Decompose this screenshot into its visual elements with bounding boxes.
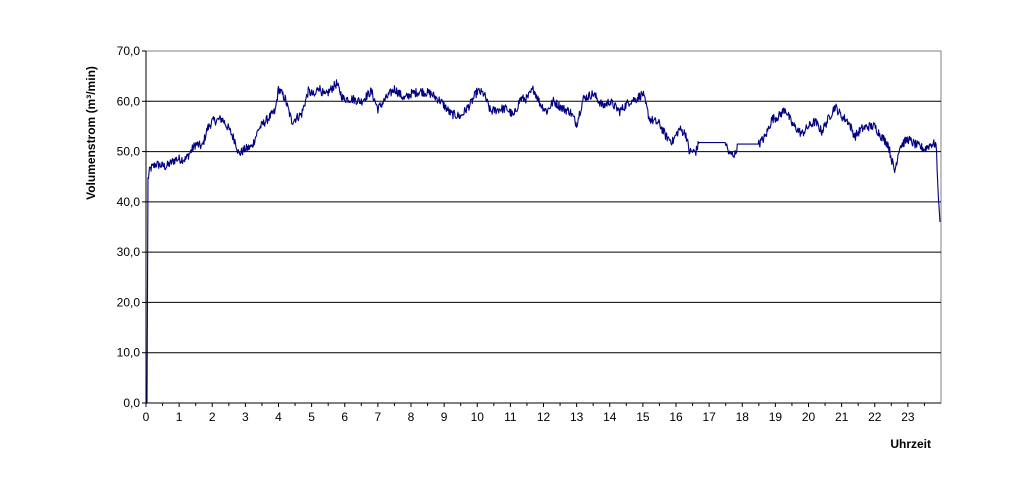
y-tick-labels: 0,0 10,0 20,0 30,0 40,0 50,0 60,0 70,0 (117, 44, 141, 410)
x-tick-label: 10 (471, 410, 485, 424)
x-tick-label: 15 (636, 410, 650, 424)
x-tick-label: 6 (341, 410, 348, 424)
x-tick-label: 12 (537, 410, 551, 424)
x-tick-label: 5 (308, 410, 315, 424)
x-tick-label: 14 (603, 410, 617, 424)
y-tick-label: 40,0 (117, 195, 141, 209)
x-tick-label: 18 (736, 410, 750, 424)
series-group (145, 79, 941, 404)
y-axis-title: Volumenstrom (m³/min) (84, 66, 98, 200)
x-tick-label: 23 (901, 410, 915, 424)
x-tick-label: 20 (802, 410, 816, 424)
y-tick-label: 30,0 (117, 245, 141, 259)
y-tick-label: 60,0 (117, 94, 141, 108)
x-tick-label: 8 (408, 410, 415, 424)
x-tick-label: 13 (570, 410, 584, 424)
x-tick-label: 0 (143, 410, 150, 424)
x-tick-label: 16 (669, 410, 683, 424)
x-tick-label: 22 (868, 410, 882, 424)
series-line (145, 79, 941, 404)
x-tick-label: 17 (702, 410, 716, 424)
y-tick-label: 50,0 (117, 145, 141, 159)
x-axis-title: Uhrzeit (890, 437, 931, 451)
y-tick-label: 10,0 (117, 346, 141, 360)
x-tick-label: 9 (441, 410, 448, 424)
x-tick-label: 4 (275, 410, 282, 424)
y-tick-label: 0,0 (123, 396, 140, 410)
x-tick-label: 11 (504, 410, 517, 424)
x-tick-label: 1 (176, 410, 183, 424)
x-tick-labels: 0 1 2 3 4 5 6 7 8 9 10 11 12 13 14 15 16 17 18 19 20 21 22 23 (143, 403, 925, 424)
y-tick-label: 70,0 (117, 44, 141, 58)
plot-area (145, 50, 942, 404)
x-tick-label: 19 (769, 410, 783, 424)
x-tick-label: 7 (375, 410, 382, 424)
x-tick-label: 21 (835, 410, 849, 424)
y-tick-label: 20,0 (117, 295, 141, 309)
x-tick-label: 2 (209, 410, 216, 424)
x-tick-label: 3 (242, 410, 249, 424)
grid-lines (142, 50, 941, 404)
